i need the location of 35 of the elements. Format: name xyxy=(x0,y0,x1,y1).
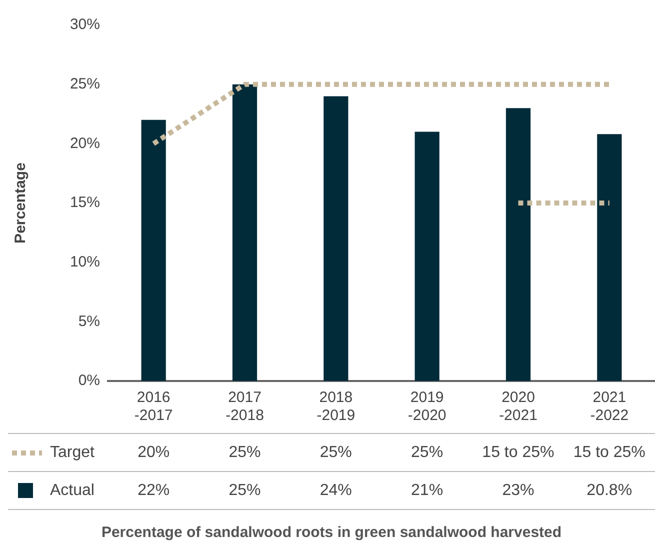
legend-label: Target xyxy=(50,444,94,462)
y-tick-label: 15% xyxy=(70,194,100,212)
x-tick-label: 2021-2022 xyxy=(590,389,629,424)
data-label: 20.8% xyxy=(586,482,634,500)
data-label: 25% xyxy=(318,444,353,462)
data-label: 23% xyxy=(501,482,536,500)
x-tick-label: 2020-2021 xyxy=(499,389,538,424)
data-label: 25% xyxy=(228,444,262,462)
x-tick-label: 2018-2019 xyxy=(316,389,356,424)
data-label: 24% xyxy=(318,482,353,500)
legend-label: Actual xyxy=(50,482,94,500)
y-tick-label: 0% xyxy=(78,372,100,390)
x-tick-label: 2019-2020 xyxy=(408,389,446,424)
data-label: 20% xyxy=(136,444,171,462)
data-label: 25% xyxy=(228,482,262,500)
data-label: 15 to 25% xyxy=(481,444,556,462)
x-tick-label: 2017-2018 xyxy=(226,389,264,424)
bar xyxy=(141,120,166,381)
y-tick-label: 20% xyxy=(70,134,100,152)
y-tick-label: 5% xyxy=(78,312,100,330)
data-label: 15 to 25% xyxy=(572,444,646,462)
y-tick-label: 30% xyxy=(70,16,100,34)
x-tick-label: 2016-2017 xyxy=(134,389,173,424)
y-tick-label: 25% xyxy=(70,75,100,92)
bar xyxy=(506,108,531,381)
text: Percentage of sandalwood roots in green sandalwood harvested xyxy=(100,524,563,541)
bar xyxy=(232,84,258,381)
y-tick-label: 10% xyxy=(70,253,100,270)
data-label: 25% xyxy=(410,444,444,462)
data-label: 22% xyxy=(136,482,171,500)
bar xyxy=(597,134,622,381)
bar xyxy=(414,132,440,381)
data-label: 21% xyxy=(410,482,444,500)
bar xyxy=(324,96,348,381)
y-axis-title: Percentage xyxy=(12,162,30,244)
